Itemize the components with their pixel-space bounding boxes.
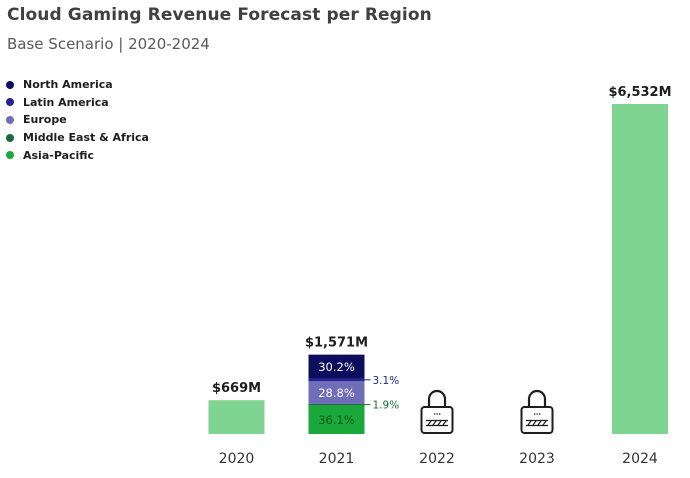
legend-label: Middle East & Africa: [23, 131, 149, 145]
lock-icon[interactable]: [520, 389, 554, 434]
segment-label: 36.1%: [318, 413, 355, 427]
legend: North America Latin America Europe Middl…: [6, 76, 149, 164]
legend-item-asia-pacific[interactable]: Asia-Pacific: [6, 146, 149, 164]
x-tick-label: 2021: [319, 451, 355, 467]
legend-label: Latin America: [23, 95, 109, 109]
value-label: $669M: [212, 381, 261, 396]
legend-item-north-america[interactable]: North America: [6, 76, 149, 94]
bar-segment-asia-pacific[interactable]: [308, 405, 365, 434]
legend-dot-icon: [6, 80, 14, 89]
segment-label: 28.8%: [318, 386, 355, 400]
legend-dot-icon: [6, 98, 14, 107]
legend-dot-icon: [6, 151, 14, 160]
x-tick-label: 2024: [622, 451, 658, 467]
chart-subtitle: Base Scenario | 2020-2024: [7, 35, 210, 53]
x-tick-label: 2022: [419, 451, 455, 467]
segment-label: 30.2%: [318, 360, 355, 374]
bar-2024[interactable]: [612, 104, 668, 434]
x-tick-label: 2023: [519, 451, 555, 467]
segment-label: 3.1%: [373, 375, 400, 387]
bar-segment-north-america[interactable]: [308, 354, 365, 379]
lock-icon[interactable]: [420, 389, 454, 434]
chart-title: Cloud Gaming Revenue Forecast per Region: [7, 5, 432, 25]
value-label: $1,571M: [305, 336, 368, 351]
value-label: $6,532M: [608, 85, 671, 100]
legend-label: Asia-Pacific: [23, 148, 94, 162]
bar-segment-latin-america[interactable]: [308, 378, 365, 382]
bar-segment-europe[interactable]: [308, 381, 365, 404]
legend-item-latin-america[interactable]: Latin America: [6, 94, 149, 112]
legend-label: Europe: [23, 113, 67, 127]
legend-dot-icon: [6, 133, 14, 142]
legend-item-europe[interactable]: Europe: [6, 111, 149, 129]
legend-label: North America: [23, 78, 113, 92]
segment-label: 1.9%: [373, 400, 400, 412]
x-tick-label: 2020: [219, 451, 255, 467]
bar-segment-middle-east-africa[interactable]: [308, 403, 365, 406]
legend-dot-icon: [6, 115, 14, 124]
legend-item-middle-east-africa[interactable]: Middle East & Africa: [6, 129, 149, 147]
bar-2020[interactable]: [208, 400, 265, 434]
